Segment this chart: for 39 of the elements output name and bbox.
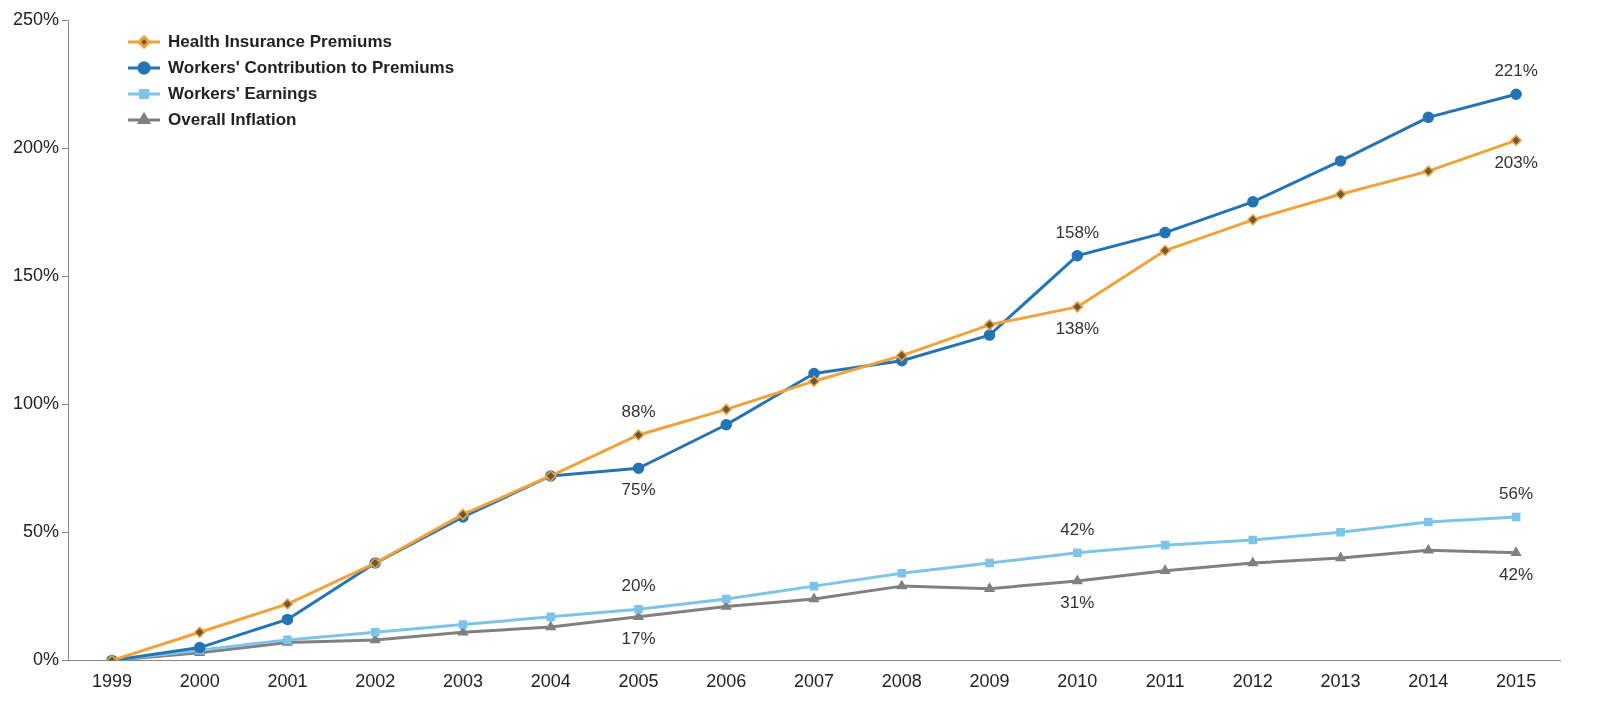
y-tick-label: 0% bbox=[33, 649, 60, 670]
legend-label: Workers' Contribution to Premiums bbox=[168, 57, 455, 77]
x-tick-label: 1999 bbox=[91, 671, 132, 692]
annotation: 88% bbox=[621, 402, 656, 422]
x-tick-label: 2009 bbox=[969, 671, 1010, 692]
y-tick-label: 150% bbox=[12, 265, 60, 286]
x-tick-label: 2004 bbox=[530, 671, 571, 692]
x-tick-label: 2000 bbox=[179, 671, 220, 692]
legend-label: Health Insurance Premiums bbox=[168, 31, 392, 51]
x-tick-label: 2013 bbox=[1320, 671, 1361, 692]
annotation: 31% bbox=[1060, 593, 1095, 613]
x-tick-label: 2002 bbox=[355, 671, 396, 692]
x-tick-label: 2008 bbox=[881, 671, 922, 692]
x-tick-label: 2005 bbox=[618, 671, 659, 692]
x-tick-label: 2014 bbox=[1408, 671, 1449, 692]
x-tick-label: 2001 bbox=[267, 671, 308, 692]
x-tick-label: 2006 bbox=[706, 671, 747, 692]
annotation: 75% bbox=[621, 480, 656, 500]
x-tick-label: 2007 bbox=[794, 671, 835, 692]
annotation: 138% bbox=[1055, 319, 1100, 339]
annotation: 17% bbox=[621, 629, 656, 649]
y-tick-label: 50% bbox=[23, 521, 60, 542]
x-tick-label: 2015 bbox=[1496, 671, 1537, 692]
x-tick-label: 2010 bbox=[1057, 671, 1098, 692]
legend-label: Workers' Earnings bbox=[168, 83, 318, 103]
x-tick-label: 2011 bbox=[1145, 671, 1185, 692]
annotation: 56% bbox=[1499, 484, 1534, 504]
legend-label: Overall Inflation bbox=[168, 109, 297, 129]
annotation: 158% bbox=[1055, 222, 1100, 242]
annotation: 42% bbox=[1499, 565, 1534, 584]
y-tick-label: 200% bbox=[12, 137, 60, 158]
annotation: 221% bbox=[1494, 61, 1538, 81]
x-tick-label: 2012 bbox=[1232, 671, 1273, 692]
annotation: 203% bbox=[1494, 152, 1538, 172]
annotation: 42% bbox=[1060, 520, 1095, 539]
annotation: 20% bbox=[621, 576, 656, 596]
x-tick-label: 2003 bbox=[442, 671, 483, 692]
y-tick-label: 250% bbox=[12, 8, 60, 29]
y-tick-label: 100% bbox=[12, 393, 60, 414]
